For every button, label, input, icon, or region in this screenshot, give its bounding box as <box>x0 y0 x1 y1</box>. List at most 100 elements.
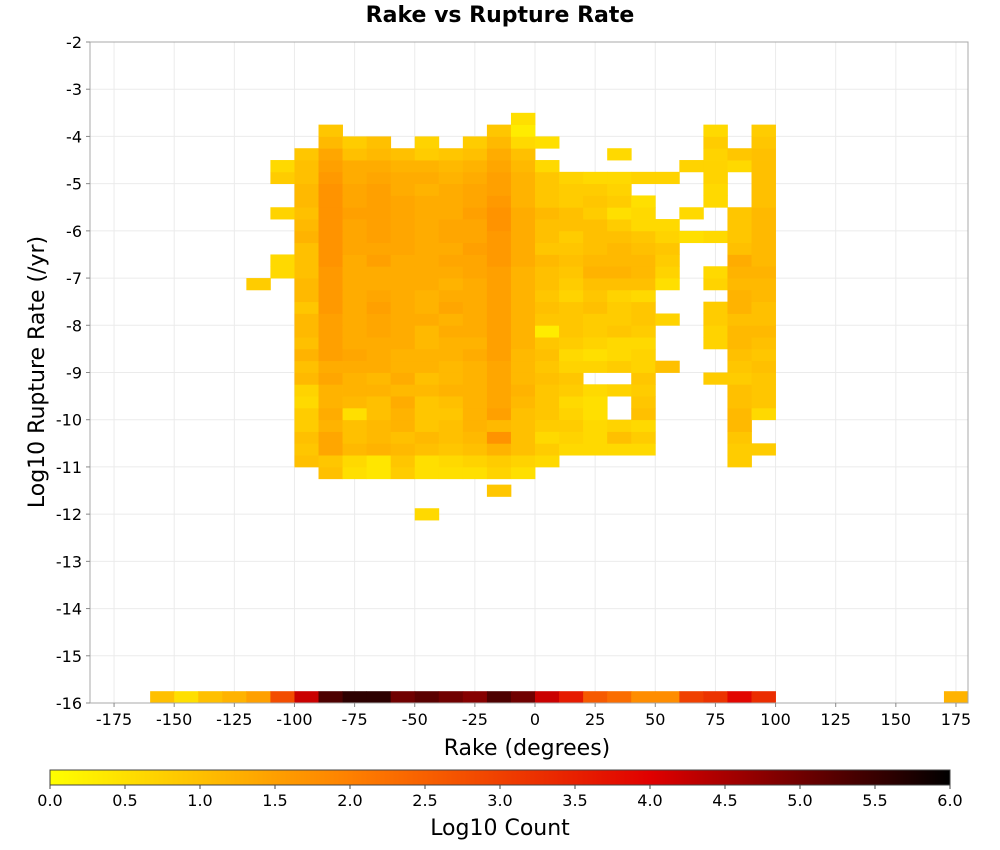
x-axis-ticks: -175 -150 -125 -100 -75 -50 -25 0 25 50 75 100 125 15… <box>96 703 971 729</box>
heatmap-cell <box>366 230 392 244</box>
heatmap-cell <box>390 443 416 456</box>
heatmap-cell <box>438 278 464 291</box>
heatmap-cell <box>631 207 656 220</box>
heatmap-cell <box>366 691 392 704</box>
heatmap-cell <box>366 431 392 444</box>
heatmap-cell <box>727 419 752 432</box>
heatmap-cell <box>486 289 512 303</box>
heatmap-cell <box>438 384 464 397</box>
heatmap-cell <box>342 278 368 291</box>
heatmap-cell <box>390 419 416 432</box>
heatmap-cell <box>535 230 560 244</box>
heatmap-cell <box>727 455 752 468</box>
heatmap-cell <box>366 360 392 373</box>
heatmap-cell <box>607 207 632 220</box>
heatmap-cell <box>631 360 656 373</box>
heatmap-cell <box>318 171 343 185</box>
heatmap-cell <box>583 183 608 196</box>
heatmap-cell <box>294 219 319 232</box>
heatmap-cell <box>510 160 536 173</box>
heatmap-cell <box>510 136 536 149</box>
heatmap-cell <box>727 289 752 303</box>
heatmap-cell <box>535 278 560 291</box>
heatmap-cell <box>607 360 632 373</box>
heatmap-cell <box>390 219 416 232</box>
heatmap-cell <box>510 195 536 208</box>
heatmap-cell <box>462 396 488 409</box>
y-tick-label: -13 <box>56 552 82 571</box>
heatmap-cell <box>703 278 728 291</box>
heatmap-cell <box>535 301 560 314</box>
x-tick-label: 100 <box>760 710 791 729</box>
heatmap-cell <box>583 289 608 303</box>
heatmap-cell <box>390 313 416 326</box>
heatmap-cell <box>727 384 752 397</box>
heatmap-cell <box>583 254 608 267</box>
heatmap-cell <box>462 219 488 232</box>
heatmap-cell <box>390 242 416 255</box>
heatmap-cell <box>342 396 368 409</box>
heatmap-cell <box>486 301 512 314</box>
heatmap-cell <box>535 207 560 220</box>
heatmap-cell <box>559 691 584 704</box>
x-tick-label: 25 <box>585 710 605 729</box>
heatmap-cell <box>535 171 560 185</box>
heatmap-cell <box>535 266 560 279</box>
heatmap-cell <box>751 148 776 161</box>
heatmap-cell <box>486 337 512 350</box>
heatmap-cell <box>607 313 632 326</box>
heatmap-cell <box>703 195 728 208</box>
heatmap-cell <box>510 466 536 480</box>
heatmap-cell <box>342 230 368 244</box>
heatmap-cell <box>438 230 464 244</box>
heatmap-cell <box>462 443 488 456</box>
heatmap-cell <box>751 242 776 255</box>
heatmap-cell <box>366 195 392 208</box>
heatmap-cell <box>318 419 343 432</box>
heatmap-cell <box>631 419 656 432</box>
heatmap-cell <box>294 301 319 314</box>
heatmap-cell <box>559 254 584 267</box>
heatmap-cell <box>246 278 271 291</box>
heatmap-cell <box>390 348 416 362</box>
heatmap-cell <box>294 171 319 185</box>
heatmap-cell <box>342 431 368 444</box>
heatmap-cell <box>318 396 343 409</box>
heatmap-cell <box>366 348 392 362</box>
colorbar-ticks: 0.0 0.5 1.0 1.5 2.0 2.5 3.0 3.5 4.0 4.5 5.0 5.5 6.0 <box>37 785 963 810</box>
heatmap-cell <box>318 384 343 397</box>
heatmap-cell <box>318 183 343 196</box>
y-tick-label: -14 <box>56 600 82 619</box>
heatmap-cell <box>390 325 416 338</box>
heatmap-cell <box>438 183 464 196</box>
heatmap-cell <box>342 289 368 303</box>
heatmap-cell <box>535 372 560 385</box>
x-tick-label: -50 <box>402 710 428 729</box>
y-tick-label: -5 <box>66 175 82 194</box>
heatmap-cell <box>655 171 680 185</box>
heatmap-cell <box>535 431 560 444</box>
heatmap-cell <box>462 301 488 314</box>
heatmap-cell <box>655 360 680 373</box>
heatmap-cell <box>318 325 343 338</box>
heatmap-cell <box>294 242 319 255</box>
heatmap-cell <box>318 254 343 267</box>
heatmap-cell <box>486 230 512 244</box>
heatmap-cell <box>462 207 488 220</box>
heatmap-cell <box>318 195 343 208</box>
heatmap-cell <box>318 124 343 137</box>
heatmap-cell <box>366 396 392 409</box>
heatmap-cell <box>535 313 560 326</box>
heatmap-cell <box>607 301 632 314</box>
heatmap-cell <box>414 278 440 291</box>
heatmap-cell <box>270 207 295 220</box>
heatmap-cell <box>510 455 536 468</box>
heatmap-cell <box>631 396 656 409</box>
heatmap-cell <box>559 360 584 373</box>
heatmap-cell <box>510 372 536 385</box>
heatmap-cell <box>318 289 343 303</box>
heatmap-cell <box>559 313 584 326</box>
heatmap-cell <box>342 466 368 480</box>
colorbar-tick-label: 6.0 <box>937 791 962 810</box>
heatmap-cell <box>607 325 632 338</box>
